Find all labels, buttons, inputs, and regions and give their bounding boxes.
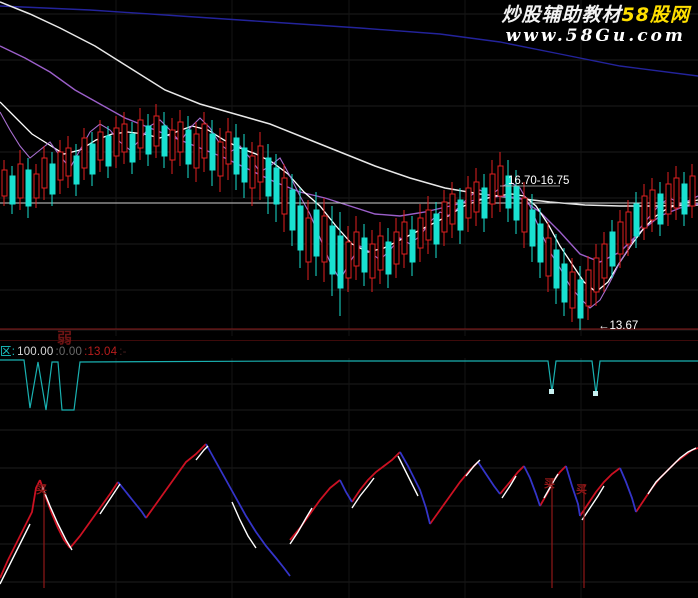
price-grid-vertical xyxy=(115,0,582,336)
trend-falling-segments xyxy=(117,443,637,577)
trend-signal-line xyxy=(0,445,697,585)
buy-marker-ticks xyxy=(43,478,585,588)
oscillator-panel[interactable] xyxy=(0,340,698,428)
candlestick-series xyxy=(1,104,696,330)
trend-indicator-svg xyxy=(0,428,698,598)
ma-long-blue-line xyxy=(0,5,698,77)
oscillator-readout: 区: 100.00:0.00:13.04:- xyxy=(0,343,129,359)
oscillator-marker-1 xyxy=(549,389,554,394)
readout-upper: 100.00 xyxy=(17,346,54,358)
readout-label: 区: xyxy=(0,346,16,358)
oscillator-line xyxy=(0,359,698,411)
buy-marker-2: 买 xyxy=(544,477,555,490)
strength-indicator-glyph: 弱 xyxy=(57,329,73,347)
buy-marker-3: 买 xyxy=(576,483,587,496)
ma-120-white-line xyxy=(0,1,698,207)
trend-indicator-panel[interactable]: 买 买 买 xyxy=(0,428,698,598)
ma-60-purple-line xyxy=(0,45,698,263)
price-chart-panel[interactable]: 16.70-16.75 ←13.67 xyxy=(0,0,698,340)
readout-lower: :0.00 xyxy=(55,346,83,358)
price-chart-svg xyxy=(0,0,698,336)
readout-extra: :- xyxy=(119,346,127,358)
readout-value: :13.04 xyxy=(84,346,118,358)
buy-marker-1: 买 xyxy=(36,483,47,496)
oscillator-svg xyxy=(0,340,698,428)
oscillator-marker-2 xyxy=(593,391,598,396)
oscillator-grid-vertical xyxy=(115,358,582,428)
